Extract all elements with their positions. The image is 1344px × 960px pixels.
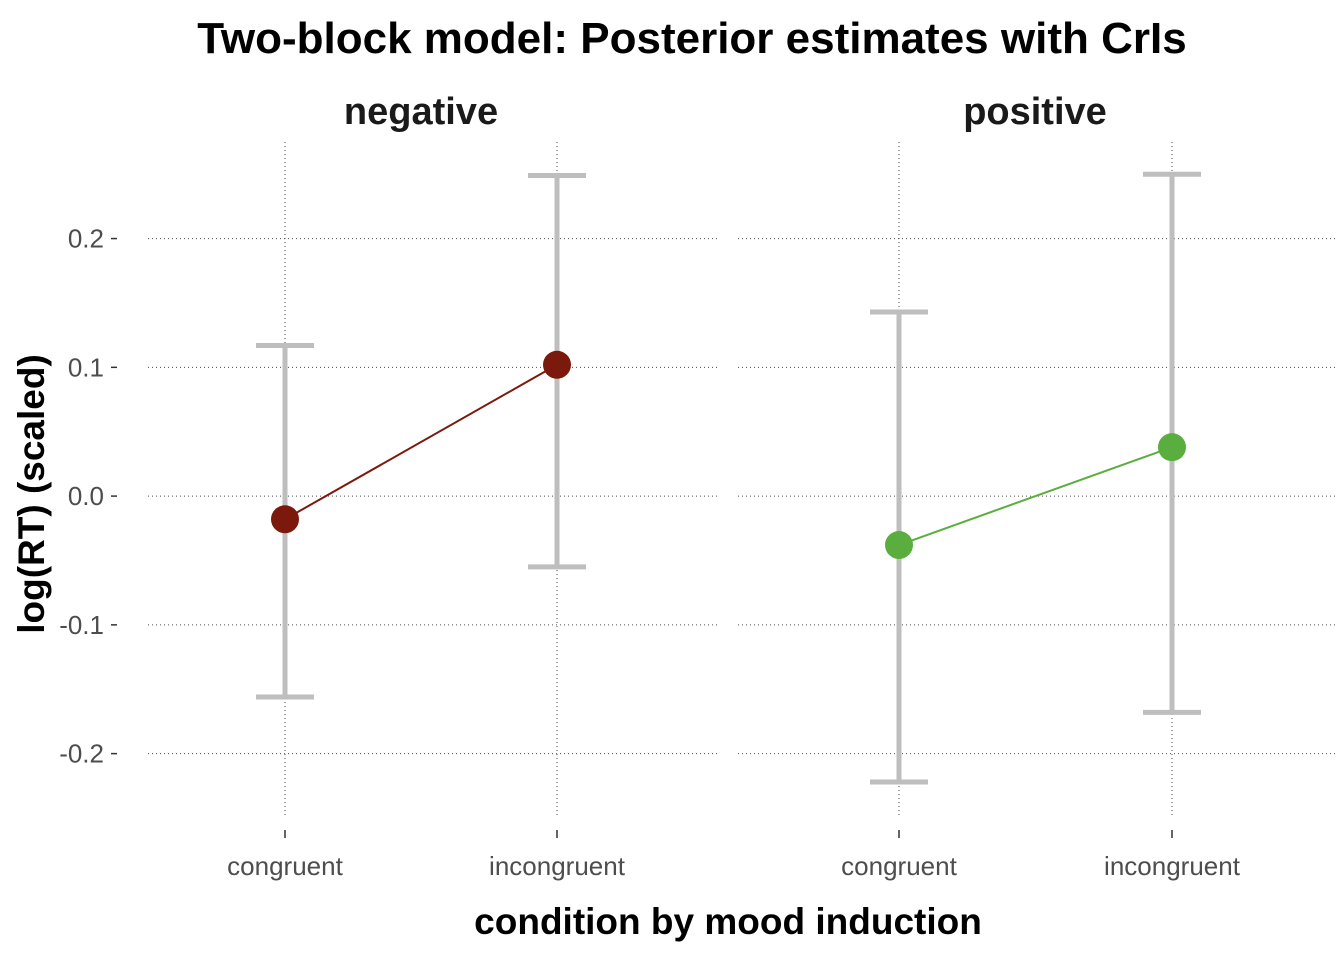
y-axis-title: log(RT) (scaled) <box>11 354 52 634</box>
x-axis-title: condition by mood induction <box>474 901 982 942</box>
y-tick-label: 0.1 <box>68 352 104 382</box>
x-tick-label: congruent <box>841 851 957 881</box>
facet-label-positive: positive <box>963 91 1107 133</box>
x-tick-label: incongruent <box>1104 851 1241 881</box>
data-point <box>543 350 571 379</box>
x-tick-label: congruent <box>227 851 343 881</box>
plot-layer: 0.2 0.1 0.0 -0.1 -0.2 congruent incongruent neg… <box>59 91 1336 881</box>
facet-label-negative: negative <box>344 91 498 133</box>
y-tick-label: 0.2 <box>68 224 104 254</box>
series-line-negative <box>284 363 558 521</box>
y-tick-label: 0.0 <box>68 481 104 511</box>
series-line-positive <box>898 446 1173 546</box>
chart-title: Two-block model: Posterior estimates wit… <box>197 14 1186 63</box>
data-point <box>885 531 913 560</box>
data-point <box>271 505 299 534</box>
y-tick-label: -0.1 <box>59 610 104 640</box>
y-tick-label: -0.2 <box>59 739 104 769</box>
data-point <box>1158 433 1186 462</box>
x-tick-label: incongruent <box>489 851 626 881</box>
